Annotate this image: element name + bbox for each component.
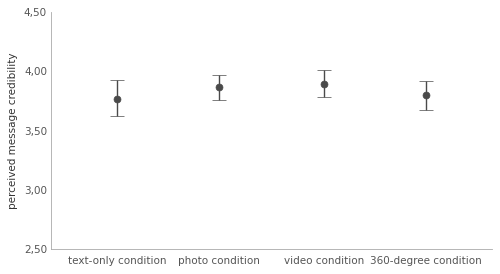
Y-axis label: perceived message credibility: perceived message credibility bbox=[8, 52, 18, 209]
